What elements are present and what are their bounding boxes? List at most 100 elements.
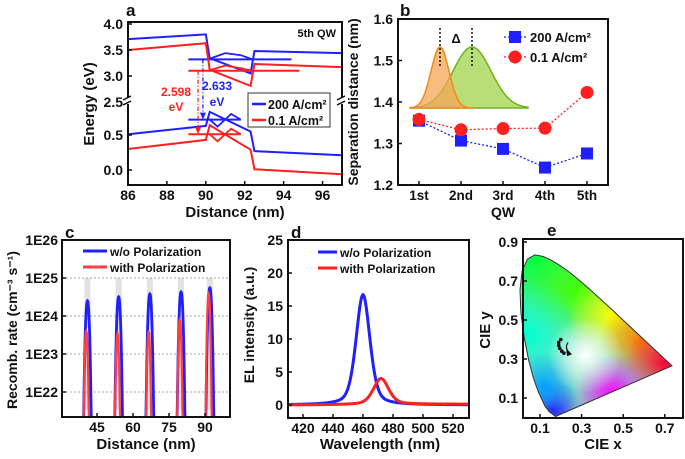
x-tick-label: 420	[291, 420, 315, 436]
series-0-valence-band	[128, 110, 342, 157]
y-tick-label: 5	[275, 364, 283, 380]
x-tick-label: 3rd	[492, 188, 513, 203]
legend-label: with Polarization	[339, 262, 435, 276]
legend: w/o Polarization with Polarization	[318, 246, 435, 276]
x-tick-label: 480	[381, 420, 405, 436]
x-tick-label: 440	[321, 420, 345, 436]
x-tick-label: 0.5	[613, 420, 633, 436]
x-axis-label: CIE x	[584, 436, 622, 453]
data-point	[556, 343, 561, 348]
transition-unit-blue: eV	[210, 95, 225, 109]
y-tick-label: 1E26	[25, 232, 58, 248]
x-tick-label: 92	[237, 187, 253, 203]
x-axis-label: QW	[491, 204, 516, 220]
data-point-circle	[496, 122, 510, 136]
y-tick-label: 0.1	[499, 390, 519, 406]
y-tick-label: 0.5	[104, 127, 124, 143]
x-axis-label: Wavelength (nm)	[320, 436, 440, 453]
plot-frame	[287, 239, 470, 419]
data-point-circle	[538, 121, 552, 135]
hole-wavefunction	[209, 127, 242, 143]
spectral-locus	[519, 254, 673, 418]
color-blob	[547, 317, 624, 394]
x-tick-label: 2nd	[449, 188, 473, 203]
data-point-square	[581, 147, 593, 160]
data-point-circle	[454, 123, 468, 137]
panel-a: 86 88 90 92 94 96 4.0 3.5 3.0 2.5 0.5 0.0 Distance (…	[81, 1, 346, 221]
legend-marker	[509, 31, 521, 43]
y-tick-label: 1.5	[374, 53, 394, 69]
y-tick-label: 0.5	[499, 312, 519, 328]
x-tick-label: 45	[89, 419, 105, 435]
x-tick-label: 86	[120, 187, 136, 203]
data-point	[559, 337, 563, 342]
panel-e: 0.1 0.3 0.5 0.7 0.1 0.3 0.5 0.7 0.9 CIE x CIE y e	[477, 221, 684, 453]
axis-break-icon	[122, 95, 132, 106]
y-tick-label: 15	[267, 298, 283, 314]
axis-break-icon	[336, 95, 346, 106]
x-tick-label: 90	[197, 419, 213, 435]
y-tick-label: 1E24	[25, 308, 58, 324]
data-point-circle	[580, 85, 594, 99]
data-point	[562, 351, 566, 355]
series-1-valence-band	[128, 123, 342, 176]
y-tick-label: 0.7	[499, 273, 519, 289]
series-1-peak	[113, 330, 122, 417]
panel-label-a: a	[126, 1, 136, 20]
y-axis-label: CIE y	[477, 311, 494, 349]
panel-label-c: c	[65, 223, 74, 242]
x-tick-label: 60	[125, 419, 141, 435]
y-tick-label: 1.2	[374, 177, 394, 193]
legend: 200 A/cm² 0.1 A/cm²	[247, 92, 331, 128]
series-0-peak	[82, 298, 93, 417]
series-1-spectrum	[288, 376, 469, 407]
panel-label-b: b	[400, 1, 410, 20]
x-tick-label: 75	[161, 419, 177, 435]
y-axis-label: EL intensity (a.u.)	[241, 267, 257, 383]
data-point	[556, 340, 561, 345]
plot-area	[128, 33, 342, 176]
y-axis-label: Recomb. rate (cm⁻³ s⁻¹)	[4, 251, 20, 409]
electron-wavefunction	[207, 64, 253, 72]
x-tick-label: 460	[351, 420, 375, 436]
series-0-spectrum	[288, 292, 469, 407]
legend-label: 200 A/cm²	[268, 98, 327, 112]
series-1-peak	[175, 316, 184, 417]
panel-c: 45 60 75 90 1E22 1E23 1E24 1E25 1E26 Distance (nm…	[4, 223, 231, 453]
y-tick-label: 10	[267, 331, 283, 347]
electron-wavefunction	[207, 52, 253, 61]
y-tick-label: 0.9	[499, 234, 519, 250]
plot-frame	[522, 238, 684, 419]
hole-wavefunction	[209, 112, 242, 128]
x-tick-label: 94	[276, 187, 292, 203]
y-tick-label: 0.3	[499, 351, 519, 367]
x-tick-label: 90	[198, 187, 214, 203]
legend-label: w/o Polarization	[109, 245, 201, 259]
legend-label: with Polarization	[109, 261, 205, 275]
legend-marker	[508, 50, 522, 64]
axis-break-gap	[338, 98, 346, 104]
y-tick-label: 1E25	[25, 270, 58, 286]
x-axis-label: Distance (nm)	[96, 436, 195, 453]
panel-label-e: e	[547, 221, 556, 240]
series-1-peak	[144, 329, 153, 417]
panel-d: 420 440 460 480 500 520 0 5 10 15 20 25 Wavelength (…	[241, 223, 470, 453]
legend: w/o Polarization with Polarization	[83, 245, 205, 275]
x-tick-label: 88	[159, 187, 175, 203]
plot-area	[62, 277, 230, 417]
y-axis-label: Separation distance (nm)	[345, 18, 361, 185]
arrow-head	[566, 350, 573, 357]
plot-frame	[61, 239, 231, 418]
data-point-square	[455, 134, 467, 147]
y-tick-label: 0.0	[104, 162, 124, 178]
x-tick-label: 96	[315, 187, 331, 203]
x-tick-label: 0.1	[530, 420, 550, 436]
y-axis-label: Energy (eV)	[81, 62, 98, 145]
arrow-head	[199, 112, 206, 120]
axis-break-gap	[124, 98, 132, 104]
data-point-square	[497, 142, 509, 155]
series-1-conduction-band	[128, 42, 342, 88]
arrow-head	[195, 127, 202, 135]
x-tick-label: 1st	[409, 188, 429, 203]
